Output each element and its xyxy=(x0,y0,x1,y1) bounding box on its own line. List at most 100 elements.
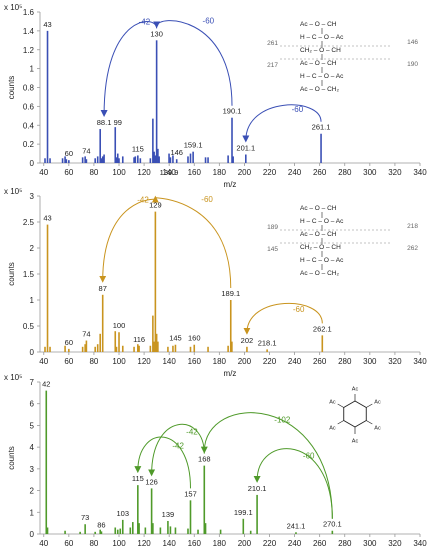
x-tick-label: 300 xyxy=(363,168,377,177)
peak-label: 129 xyxy=(149,201,162,210)
y-tick-label: 3 xyxy=(30,192,35,201)
peak-label: 157 xyxy=(184,489,197,498)
peak-label: 139 xyxy=(162,510,175,519)
x-tick-label: 280 xyxy=(338,539,352,548)
structure-line: Ac – O – CH xyxy=(300,60,337,67)
y-tick-label: 2.5 xyxy=(23,218,35,227)
x-tick-label: 60 xyxy=(64,168,73,177)
x-tick-label: 100 xyxy=(112,168,126,177)
spectrum-panel-1: 0 0.2 0.4 0.6 0.8 1 1.2 1.4 1.6 40 60 80 100 120 140 16… xyxy=(4,3,427,189)
fragment-arrow xyxy=(243,303,323,335)
x-tick-label: 160 xyxy=(188,539,202,548)
y-tick-label: 4 xyxy=(30,443,35,452)
y-tick-label: 1 xyxy=(30,508,35,517)
peak-label: 87 xyxy=(99,284,107,293)
spectrum-panel-3: 0 1 2 3 4 5 6 7 40 60 80 100 120 140 160 180 200 220 240 26… xyxy=(4,373,427,548)
peak-label: 210.1 xyxy=(248,484,267,493)
x-tick-label: 260 xyxy=(313,357,327,366)
fragment-label: -42 xyxy=(139,17,151,26)
y-tick-label: 6 xyxy=(30,400,35,409)
fragment-mass-left: 189 xyxy=(267,224,278,231)
ring-substituent-bond xyxy=(337,403,344,408)
x-tick-label: 80 xyxy=(89,539,98,548)
x-tick-label: 60 xyxy=(64,539,73,548)
x-tick-label: 340 xyxy=(413,168,427,177)
y-tick-label: 0 xyxy=(30,159,35,168)
fragment-label: -60 xyxy=(292,105,304,114)
x-tick-label: 100 xyxy=(112,357,126,366)
x-tick-label: 40 xyxy=(39,357,48,366)
x-tick-label: 120 xyxy=(137,539,151,548)
x-tick-label: 160 xyxy=(188,168,202,177)
fragment-arrow xyxy=(200,412,333,519)
peak-label: 189.1 xyxy=(221,289,240,298)
y-tick-label: 1.2 xyxy=(23,46,35,55)
x-tick-label: 260 xyxy=(313,539,327,548)
acetyl-label: Ac xyxy=(374,426,381,432)
y-axis-label: counts xyxy=(7,446,16,470)
x-tick-label: 300 xyxy=(363,539,377,548)
y-tick-label: 5 xyxy=(30,421,35,430)
peak-label: 103 xyxy=(117,509,130,518)
peak-label: 130 xyxy=(150,29,163,38)
ring-substituent-bond xyxy=(366,403,373,408)
x-tick-label: 100 xyxy=(112,539,126,548)
y-scale-label: x 10⁵ xyxy=(4,3,22,12)
structure-line: Ac – O – CH xyxy=(300,231,337,238)
acetyl-label: Ac xyxy=(329,400,336,406)
x-tick-label: 200 xyxy=(238,357,252,366)
fragment-mass-left: 145 xyxy=(267,246,278,253)
x-tick-label: 60 xyxy=(64,357,73,366)
peak-label: 190.1 xyxy=(223,107,242,116)
peak-label: 73 xyxy=(81,513,89,522)
peak-label: 241.1 xyxy=(287,521,306,530)
x-tick-label: 240 xyxy=(288,357,302,366)
fragment-mass-left: 261 xyxy=(267,40,278,47)
y-tick-label: 2 xyxy=(30,487,35,496)
y-scale-label: x 10⁵ xyxy=(4,187,22,196)
x-tick-label: 220 xyxy=(263,357,277,366)
fragment-label: -60 xyxy=(201,195,213,204)
fragment-mass-right: 262 xyxy=(407,245,418,252)
acetyl-label: Ac xyxy=(352,439,359,445)
cyclohexane-ring xyxy=(343,400,367,428)
x-tick-label: 140 xyxy=(162,168,176,177)
molecule-structure: Ac – O – CH H – C – O – Ac CH₂ – O – CH Ac … xyxy=(267,21,418,93)
structure-line: Ac – O – CH xyxy=(300,21,337,28)
peak-label: 99 xyxy=(114,118,122,127)
fragment-mass-left: 217 xyxy=(267,62,278,69)
x-tick-label: 240 xyxy=(288,168,302,177)
fragment-label: -60 xyxy=(303,452,315,461)
y-tick-label: 0.2 xyxy=(23,140,35,149)
x-tick-label: 280 xyxy=(338,168,352,177)
x-tick-label: 200 xyxy=(238,539,252,548)
x-tick-label: 180 xyxy=(213,357,227,366)
y-tick-label: 7 xyxy=(30,378,35,387)
peak-label: 42 xyxy=(42,380,50,389)
x-tick-label: 340 xyxy=(413,539,427,548)
peak-label: 86 xyxy=(97,520,105,529)
y-tick-label: 1 xyxy=(30,296,35,305)
x-tick-label: 180 xyxy=(213,168,227,177)
peak-label: 202 xyxy=(241,336,254,345)
fragment-arrow xyxy=(153,20,233,106)
peak-label: 145 xyxy=(169,334,182,343)
y-tick-label: 3 xyxy=(30,465,35,474)
x-tick-label: 120 xyxy=(137,357,151,366)
peak-label: 146 xyxy=(170,148,183,157)
ring-substituent-bond xyxy=(337,420,344,425)
acetyl-label: Ac xyxy=(374,400,381,406)
peak-label: 115 xyxy=(132,474,144,483)
y-axis-label: counts xyxy=(7,262,16,286)
peak-label: 199.1 xyxy=(234,508,253,517)
x-tick-label: 340 xyxy=(413,357,427,366)
fragment-mass-right: 190 xyxy=(407,61,418,68)
fragment-mass-right: 218 xyxy=(407,223,418,230)
y-tick-label: 0.5 xyxy=(23,322,35,331)
acetyl-label: Ac xyxy=(352,387,359,393)
peak-label: 60 xyxy=(65,149,73,158)
x-tick-label: 320 xyxy=(388,357,402,366)
peak-label: 218.1 xyxy=(258,338,277,347)
x-tick-label: 320 xyxy=(388,168,402,177)
x-tick-label: 80 xyxy=(89,168,98,177)
